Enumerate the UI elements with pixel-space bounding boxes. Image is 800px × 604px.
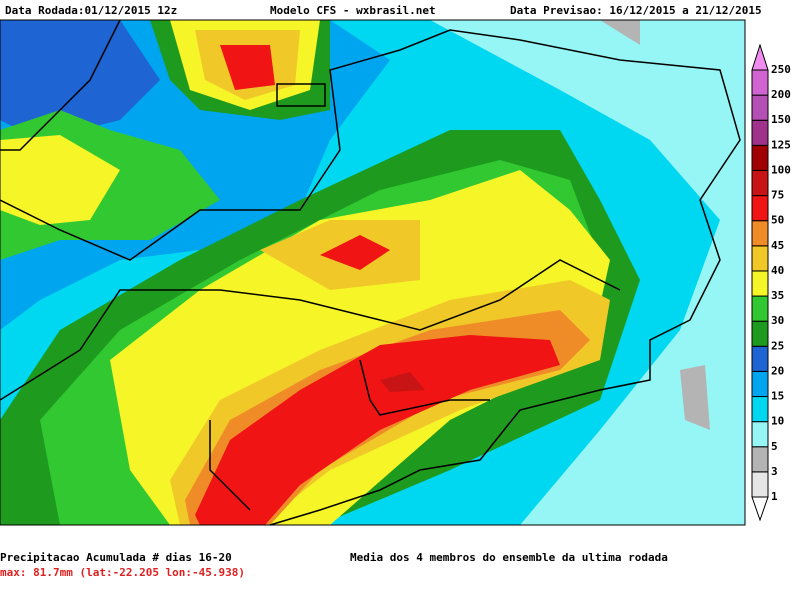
footer-title: Precipitacao Acumulada # dias 16-20 [0, 551, 232, 564]
colorbar-box [751, 94, 769, 121]
forecast-date: Data Previsao: 16/12/2015 a 21/12/2015 [510, 4, 762, 17]
colorbar-label: 20 [771, 364, 784, 377]
colorbar-label: 35 [771, 289, 784, 302]
colorbar-box [751, 144, 769, 171]
colorbar-box [751, 169, 769, 197]
colorbar-box [751, 195, 769, 222]
colorbar-box [751, 220, 769, 247]
map [0, 19, 746, 526]
model: Modelo CFS - wxbrasil.net [270, 4, 436, 17]
footer-max: max: 81.7mm (lat:-22.205 lon:-45.938) [0, 566, 245, 579]
colorbar-label: 150 [771, 113, 791, 126]
colorbar-label: 45 [771, 239, 784, 252]
colorbar-label: 250 [771, 63, 791, 76]
colorbar-label: 25 [771, 339, 784, 352]
colorbar-label: 40 [771, 264, 784, 277]
colorbar-box [751, 270, 769, 297]
colorbar-box [751, 421, 769, 448]
colorbar-label: 200 [771, 88, 791, 101]
colorbar-box [751, 370, 769, 398]
colorbar-end [751, 496, 769, 522]
colorbar-label: 125 [771, 138, 791, 151]
colorbar-box [751, 119, 769, 146]
colorbar-label: 75 [771, 189, 784, 202]
colorbar-box [751, 295, 769, 322]
colorbar-box [751, 320, 769, 347]
colorbar-box [751, 396, 769, 423]
colorbar-box [751, 471, 769, 498]
colorbar-label: 30 [771, 314, 784, 327]
colorbar-label: 100 [771, 163, 791, 176]
footer-note: Media dos 4 membros do ensemble da ultim… [350, 551, 668, 564]
colorbar-label: 50 [771, 214, 784, 227]
colorbar-end [751, 43, 769, 71]
colorbar-label: 5 [771, 440, 778, 453]
colorbar-box [751, 446, 769, 473]
colorbar-box [751, 345, 769, 372]
colorbar-label: 15 [771, 390, 784, 403]
colorbar-label: 3 [771, 465, 778, 478]
colorbar-box [751, 245, 769, 272]
run-date: Data Rodada:01/12/2015 12z [5, 4, 177, 17]
colorbar-label: 10 [771, 415, 784, 428]
colorbar-label: 1 [771, 490, 778, 503]
colorbar-box [751, 69, 769, 96]
